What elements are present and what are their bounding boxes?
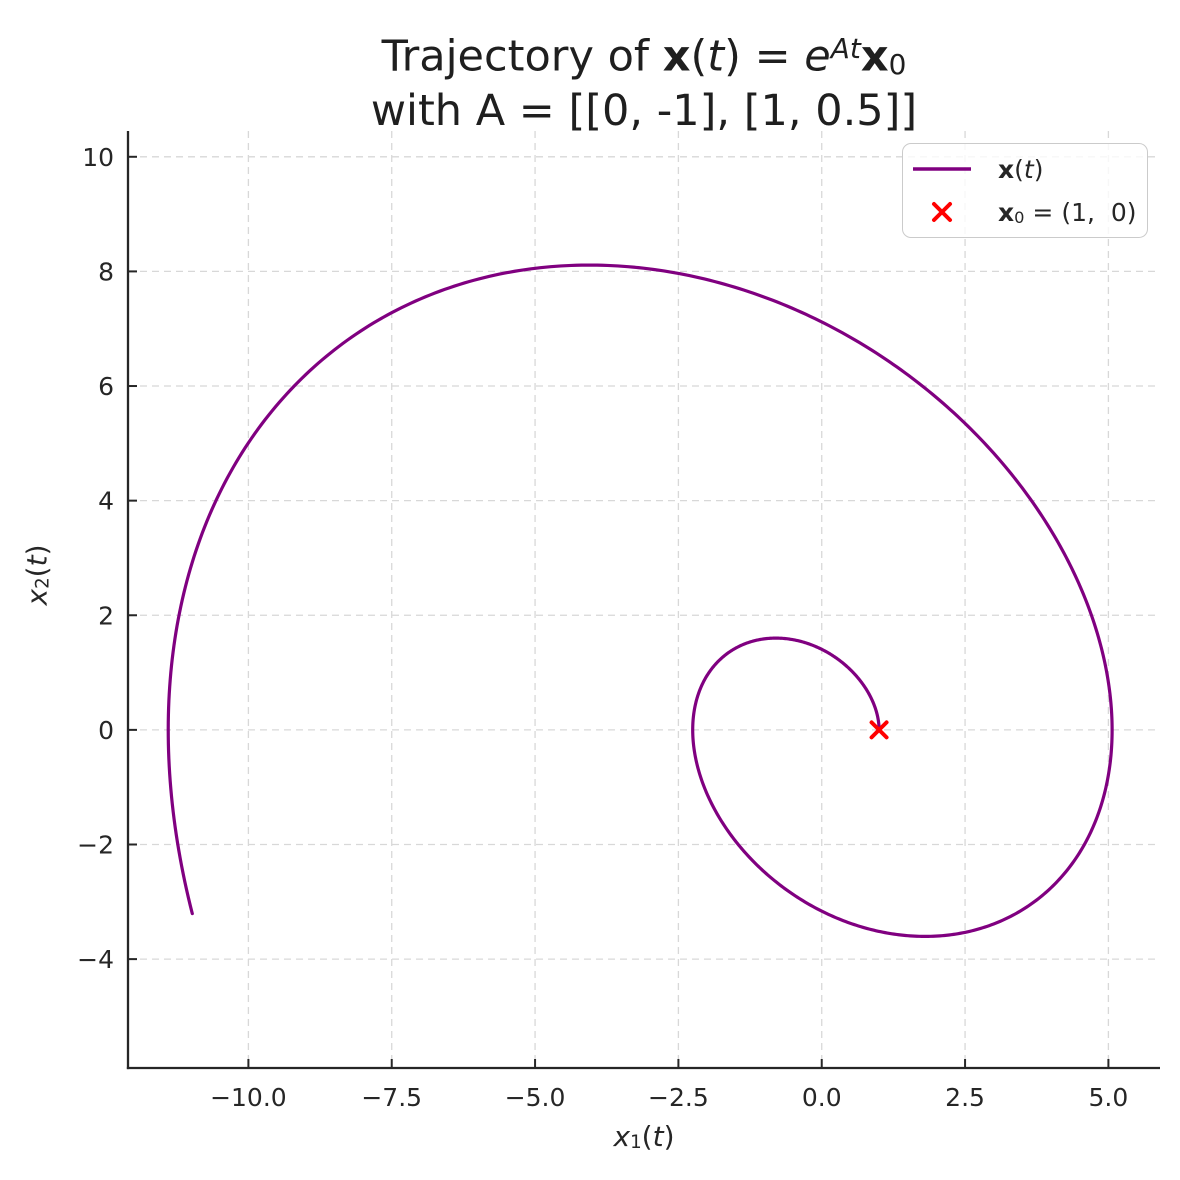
text-run: ) bbox=[20, 544, 54, 556]
text-run: x bbox=[860, 31, 889, 82]
chart-title-line2: with A = [[0, -1], [1, 0.5]] bbox=[370, 85, 918, 136]
text-run: 0 bbox=[1014, 207, 1025, 227]
text-run: = (1, 0) bbox=[1024, 197, 1137, 227]
y-tick-label: 8 bbox=[98, 257, 114, 286]
x-tick-label: 0.0 bbox=[802, 1083, 842, 1112]
text-run: t bbox=[20, 555, 54, 567]
y-tick-label: −4 bbox=[77, 945, 114, 974]
text-run: e bbox=[804, 31, 831, 82]
x-tick-label: −5.0 bbox=[505, 1083, 566, 1112]
x-axis-label: x1(t) bbox=[128, 1120, 1160, 1153]
y-tick-label: 10 bbox=[82, 143, 114, 172]
text-run: ( bbox=[690, 31, 708, 82]
text-run: 2 bbox=[32, 577, 54, 589]
legend-entry-initial-point: x0 = (1, 0) bbox=[911, 195, 1137, 229]
text-run: Trajectory of bbox=[381, 31, 663, 82]
legend-line-sample-icon bbox=[911, 165, 973, 173]
legend: x(t) x0 = (1, 0) bbox=[902, 143, 1148, 238]
text-run: t bbox=[652, 1120, 664, 1153]
y-axis-label: x2(t) bbox=[20, 544, 53, 605]
initial-point-x-marker bbox=[869, 720, 889, 740]
legend-label-initial-point: x0 = (1, 0) bbox=[998, 198, 1136, 227]
text-run: ) = bbox=[724, 31, 805, 82]
text-run: ) bbox=[1033, 154, 1044, 184]
legend-x-marker-icon bbox=[911, 200, 973, 224]
text-run: x bbox=[662, 31, 691, 82]
trajectory-path bbox=[166, 263, 1114, 938]
y-tick-label: 2 bbox=[98, 601, 114, 630]
legend-entry-trajectory: x(t) bbox=[911, 152, 1137, 186]
text-run: t bbox=[707, 31, 725, 82]
text-run: 0 bbox=[888, 47, 907, 81]
x-tick-label: 2.5 bbox=[945, 1083, 985, 1112]
text-run: ) bbox=[663, 1120, 675, 1153]
legend-label-trajectory: x(t) bbox=[998, 155, 1043, 184]
text-run: ( bbox=[1014, 154, 1024, 184]
text-run: t bbox=[1023, 154, 1034, 184]
text-run: x bbox=[613, 1120, 631, 1153]
x-tick-label: −2.5 bbox=[648, 1083, 709, 1112]
text-run: x bbox=[998, 197, 1015, 227]
text-run: ( bbox=[20, 566, 54, 578]
chart-title-line1: Trajectory of x(t) = eAtx0 bbox=[128, 26, 1160, 88]
y-tick-label: 4 bbox=[98, 487, 114, 516]
x-tick-label: 5.0 bbox=[1089, 1083, 1129, 1112]
x-tick-label: −7.5 bbox=[361, 1083, 422, 1112]
y-tick-label: −2 bbox=[77, 830, 114, 859]
y-tick-label: 6 bbox=[98, 372, 114, 401]
text-run: ( bbox=[641, 1120, 653, 1153]
text-run: At bbox=[830, 32, 861, 65]
text-run: 1 bbox=[630, 1132, 642, 1154]
chart-title: Trajectory of x(t) = eAtx0 with A = [[0,… bbox=[128, 26, 1160, 134]
text-run: x bbox=[998, 154, 1015, 184]
y-tick-label: 0 bbox=[98, 716, 114, 745]
x-tick-label: −10.0 bbox=[210, 1083, 287, 1112]
text-run: x bbox=[20, 588, 54, 606]
